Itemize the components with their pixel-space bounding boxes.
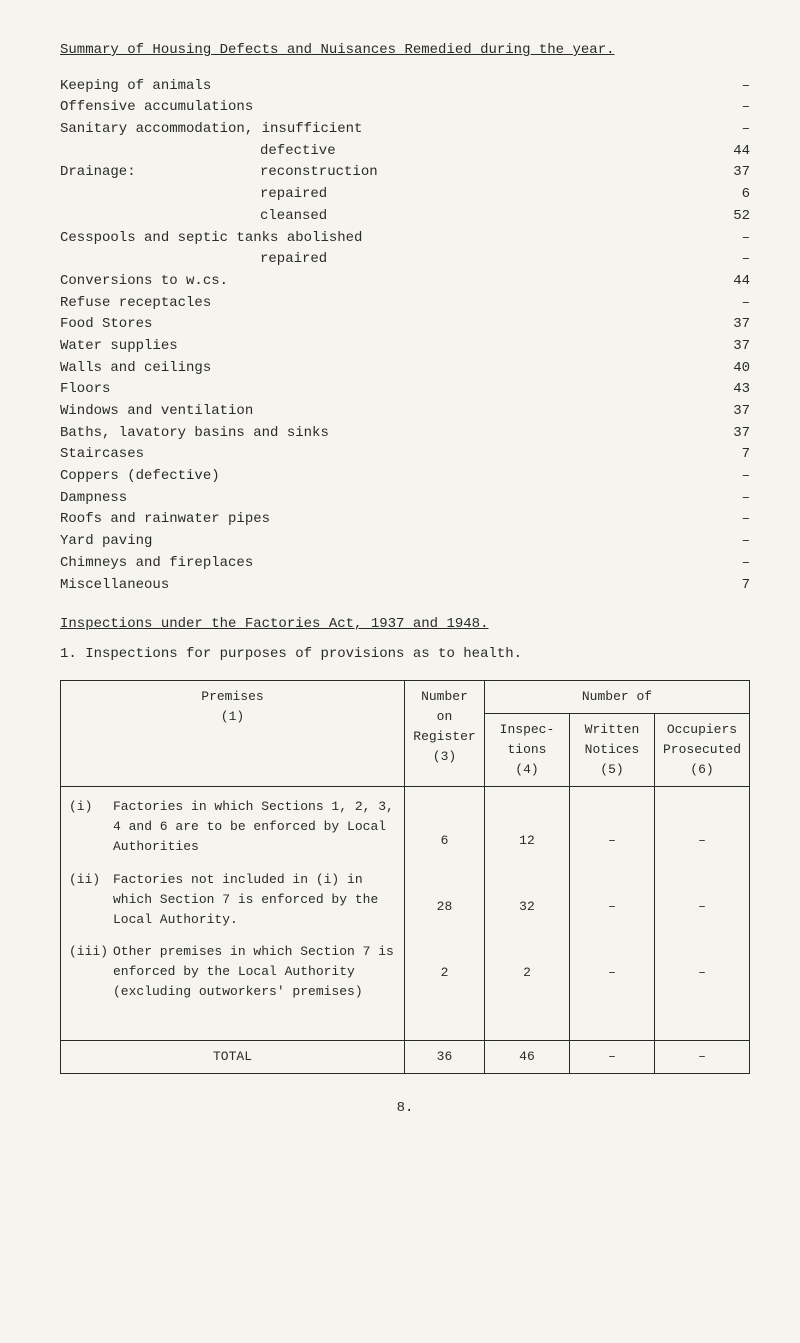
summary-row: Baths, lavatory basins and sinks37 — [60, 423, 750, 445]
summary-row: Floors43 — [60, 379, 750, 401]
th-number-of: Number of — [484, 680, 749, 713]
section-title: Summary of Housing Defects and Nuisances… — [60, 40, 750, 62]
summary-label: Keeping of animals — [60, 76, 700, 98]
summary-value: – — [700, 228, 750, 250]
table-row: (i)Factories in which Sections 1, 2, 3, … — [69, 797, 396, 857]
summary-row: Food Stores37 — [60, 314, 750, 336]
summary-value: 37 — [700, 401, 750, 423]
summary-label: Chimneys and fireplaces — [60, 553, 700, 575]
summary-value: 7 — [700, 444, 750, 466]
total-value: 36 — [404, 1040, 484, 1073]
summary-row: Staircases7 — [60, 444, 750, 466]
summary-label: defective — [60, 141, 700, 163]
summary-value: – — [700, 249, 750, 271]
summary-row: Dampness– — [60, 488, 750, 510]
summary-label: Water supplies — [60, 336, 700, 358]
summary-label: Offensive accumulations — [60, 97, 700, 119]
summary-label: Yard paving — [60, 531, 700, 553]
summary-label: cleansed — [60, 206, 700, 228]
summary-label: Staircases — [60, 444, 700, 466]
summary-value: 37 — [700, 336, 750, 358]
summary-value: 7 — [700, 575, 750, 597]
summary-value: – — [700, 531, 750, 553]
summary-label: Cesspools and septic tanks abolished — [60, 228, 700, 250]
summary-value: – — [700, 119, 750, 141]
summary-row: Chimneys and fireplaces– — [60, 553, 750, 575]
summary-row: Water supplies37 — [60, 336, 750, 358]
summary-value: – — [700, 293, 750, 315]
summary-row: Coppers (defective)– — [60, 466, 750, 488]
summary-value: – — [700, 488, 750, 510]
summary-value: 44 — [700, 271, 750, 293]
summary-row: Drainage:reconstruction37 — [60, 162, 750, 184]
th-premises: Premises (1) — [61, 680, 405, 787]
summary-label: Food Stores — [60, 314, 700, 336]
summary-row: repaired6 — [60, 184, 750, 206]
summary-value: 43 — [700, 379, 750, 401]
summary-value: 44 — [700, 141, 750, 163]
summary-value: – — [700, 76, 750, 98]
summary-row: Windows and ventilation37 — [60, 401, 750, 423]
summary-label: Miscellaneous — [60, 575, 700, 597]
summary-row: Cesspools and septic tanks abolished– — [60, 228, 750, 250]
summary-label: Windows and ventilation — [60, 401, 700, 423]
summary-label: Sanitary accommodation, insufficient — [60, 119, 700, 141]
summary-value: 37 — [700, 314, 750, 336]
summary-row: repaired– — [60, 249, 750, 271]
summary-value: 37 — [700, 423, 750, 445]
summary-label: Floors — [60, 379, 700, 401]
summary-value: – — [700, 509, 750, 531]
summary-row: Keeping of animals– — [60, 76, 750, 98]
total-label: TOTAL — [61, 1040, 405, 1073]
table-row: (iii)Other premises in which Section 7 i… — [69, 942, 396, 1002]
summary-label: Coppers (defective) — [60, 466, 700, 488]
summary-value: 37 — [700, 162, 750, 184]
th-written: Written Notices (5) — [569, 713, 654, 786]
summary-value: 52 — [700, 206, 750, 228]
premises-cell: (i)Factories in which Sections 1, 2, 3, … — [61, 787, 405, 1040]
summary-list: Keeping of animals–Offensive accumulatio… — [60, 76, 750, 597]
summary-row: Miscellaneous7 — [60, 575, 750, 597]
total-value: – — [654, 1040, 749, 1073]
summary-row: defective44 — [60, 141, 750, 163]
total-value: 46 — [484, 1040, 569, 1073]
summary-row: Yard paving– — [60, 531, 750, 553]
intro-line: 1. Inspections for purposes of provision… — [60, 644, 750, 666]
th-inspections: Inspec- tions (4) — [484, 713, 569, 786]
summary-label: Roofs and rainwater pipes — [60, 509, 700, 531]
summary-row: cleansed52 — [60, 206, 750, 228]
summary-row: Conversions to w.cs.44 — [60, 271, 750, 293]
summary-label: Refuse receptacles — [60, 293, 700, 315]
summary-label: Baths, lavatory basins and sinks — [60, 423, 700, 445]
th-register: Number on Register (3) — [404, 680, 484, 787]
table-row: (ii)Factories not included in (i) in whi… — [69, 870, 396, 930]
summary-value: – — [700, 466, 750, 488]
page-number: 8. — [60, 1098, 750, 1120]
summary-row: Sanitary accommodation, insufficient– — [60, 119, 750, 141]
summary-label: repaired — [60, 184, 700, 206]
inspections-table: Premises (1) Number on Register (3) Numb… — [60, 680, 750, 1074]
summary-row: Walls and ceilings40 — [60, 358, 750, 380]
summary-row: Offensive accumulations– — [60, 97, 750, 119]
summary-label: Dampness — [60, 488, 700, 510]
total-value: – — [569, 1040, 654, 1073]
summary-value: – — [700, 97, 750, 119]
summary-value: 40 — [700, 358, 750, 380]
summary-label: Conversions to w.cs. — [60, 271, 700, 293]
summary-label: Walls and ceilings — [60, 358, 700, 380]
th-occupiers: Occupiers Prosecuted (6) — [654, 713, 749, 786]
summary-label: Drainage:reconstruction — [60, 162, 700, 184]
summary-value: – — [700, 553, 750, 575]
summary-row: Roofs and rainwater pipes– — [60, 509, 750, 531]
summary-value: 6 — [700, 184, 750, 206]
summary-row: Refuse receptacles– — [60, 293, 750, 315]
subsection-title: Inspections under the Factories Act, 193… — [60, 614, 750, 636]
summary-label: repaired — [60, 249, 700, 271]
